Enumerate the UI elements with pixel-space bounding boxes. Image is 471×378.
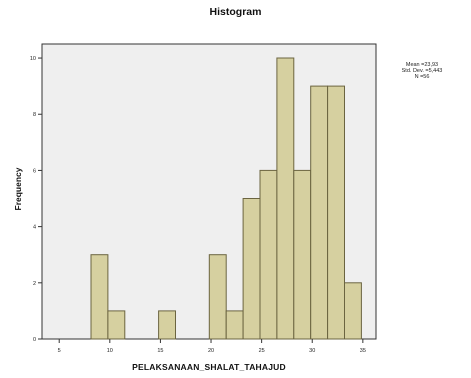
histogram-bar <box>293 169 312 340</box>
histogram-bar <box>242 198 261 340</box>
y-tick-label: 0 <box>33 337 36 343</box>
y-tick-label: 2 <box>33 281 36 287</box>
stat-n: N =56 <box>414 74 430 81</box>
bars-group <box>90 57 362 340</box>
y-tick-label: 10 <box>30 56 36 62</box>
chart-title: Histogram <box>209 6 262 18</box>
histogram-bar <box>259 169 278 340</box>
histogram-bar <box>310 85 329 340</box>
x-tick-label: 10 <box>107 348 113 354</box>
y-ticks-group: 0 2 4 6 8 10 <box>30 56 42 343</box>
histogram-bar <box>344 282 362 340</box>
stat-mean: Mean =23,93 <box>405 62 439 68</box>
histogram-bar <box>327 85 346 340</box>
stats-box: Mean =23,93 Std. Dev. =5,443 N =56 <box>398 62 446 81</box>
y-tick-label: 4 <box>33 225 36 231</box>
histogram-bar <box>276 57 295 340</box>
histogram-bar <box>158 310 177 340</box>
x-tick-label: 15 <box>157 348 163 354</box>
x-tick-label: 30 <box>309 348 315 354</box>
x-tick-label: 25 <box>259 348 265 354</box>
x-tick-label: 20 <box>208 348 214 354</box>
x-ticks-group: 5 10 15 20 25 30 35 <box>58 339 366 354</box>
x-tick-label: 5 <box>58 348 61 354</box>
x-tick-label: 35 <box>360 348 366 354</box>
histogram-bar <box>225 310 244 340</box>
stat-std-dev: Std. Dev. =5,443 <box>401 68 443 75</box>
x-axis-label: PELAKSANAAN_SHALAT_TAHAJUD <box>132 362 286 372</box>
y-tick-label: 8 <box>33 112 36 118</box>
y-tick-label: 6 <box>33 168 36 174</box>
histogram-bar <box>107 310 126 340</box>
histogram-bar <box>208 254 227 340</box>
histogram-bar <box>90 254 109 340</box>
